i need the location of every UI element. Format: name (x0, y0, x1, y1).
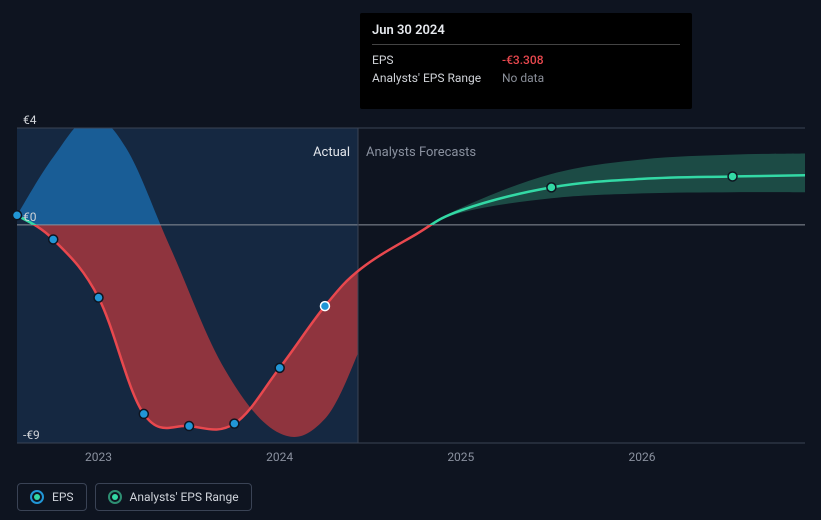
chart-legend: EPS Analysts' EPS Range (17, 483, 252, 511)
svg-text:2025: 2025 (447, 450, 474, 464)
svg-text:2023: 2023 (85, 450, 112, 464)
legend-label: Analysts' EPS Range (130, 490, 239, 504)
svg-text:2024: 2024 (266, 450, 293, 464)
svg-text:Actual: Actual (313, 145, 350, 160)
tooltip-key: EPS (372, 53, 502, 67)
tooltip-value: No data (502, 71, 544, 85)
tooltip-value: -€3.308 (502, 53, 544, 67)
legend-item[interactable]: EPS (17, 483, 87, 511)
legend-swatch-icon (108, 490, 122, 504)
legend-label: EPS (52, 490, 74, 504)
chart-tooltip: Jun 30 2024 EPS-€3.308Analysts' EPS Rang… (360, 13, 692, 109)
svg-text:-€9: -€9 (23, 428, 40, 442)
svg-text:Analysts Forecasts: Analysts Forecasts (366, 145, 476, 160)
tooltip-title: Jun 30 2024 (372, 23, 680, 45)
tooltip-key: Analysts' EPS Range (372, 71, 502, 85)
legend-item[interactable]: Analysts' EPS Range (95, 483, 252, 511)
svg-text:€0: €0 (23, 210, 37, 224)
tooltip-rows: EPS-€3.308Analysts' EPS RangeNo data (372, 51, 680, 87)
svg-text:2026: 2026 (628, 450, 655, 464)
tooltip-row: EPS-€3.308 (372, 51, 680, 69)
tooltip-row: Analysts' EPS RangeNo data (372, 69, 680, 87)
svg-text:€4: €4 (23, 113, 37, 127)
eps-chart: Actual Analysts Forecasts €4 €0 -€9 2023 2024 2… (0, 0, 821, 520)
legend-swatch-icon (30, 490, 44, 504)
